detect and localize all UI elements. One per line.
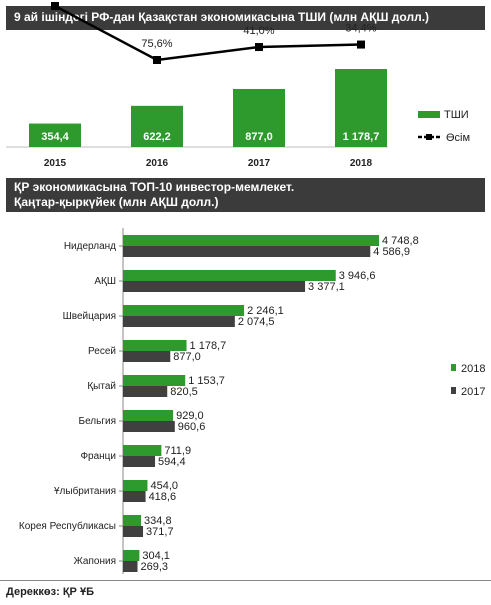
chart2-bar-2018-c6: [123, 410, 174, 421]
chart2-value-2017-c1: 4 586,9: [373, 246, 410, 258]
chart1-x-tick-2016: 2016: [146, 158, 169, 169]
chart2-bar-2017-c2: [123, 281, 306, 292]
chart2-bar-2018-c8: [123, 480, 148, 491]
source-note: Дереккөз: ҚР ҰБ: [6, 586, 94, 598]
chart2-category-label-c3: Швейцария: [63, 311, 116, 322]
chart2-bar-2018-c3: [123, 305, 245, 316]
chart1-legend-label-bars: ТШИ: [444, 109, 469, 121]
chart1-x-tick-2017: 2017: [248, 158, 271, 169]
chart2-value-2018-c8: 454,0: [150, 480, 178, 492]
chart1-bar-label-2017: 877,0: [245, 131, 273, 143]
chart2-category-label-c4: Ресей: [88, 346, 116, 357]
chart2-bar-2018-c2: [123, 270, 336, 281]
chart2-title-line2: Қаңтар-қыркүйек (млн АҚШ долл.): [14, 195, 219, 209]
chart2-category-label-c5: Қытай: [87, 381, 116, 392]
chart2-value-2017-c10: 269,3: [141, 561, 169, 573]
chart1-bar-label-2016: 622,2: [143, 131, 171, 143]
chart2-bar-2018-c10: [123, 550, 140, 561]
chart1-bar-2017: [233, 88, 285, 147]
chart2-category-label-c10: Жапония: [74, 556, 116, 567]
chart2-bar-2018-c4: [123, 340, 187, 351]
chart2-bar-2017-c1: [123, 246, 371, 257]
chart1-legend-marker-line: [426, 134, 432, 140]
chart1-growth-label-2018: 34,4%: [345, 23, 376, 35]
chart1-growth-label-2016: 75,6%: [141, 38, 172, 50]
chart2-value-2017-c3: 2 074,5: [238, 316, 275, 328]
chart2-category-label-c2: АҚШ: [94, 276, 116, 287]
chart1-bar-2015: [29, 123, 81, 147]
chart2-legend-label-2017: 2017: [461, 386, 485, 398]
chart2-value-2018-c5: 1 153,7: [188, 375, 225, 387]
chart1-bar-label-2018: 1 178,7: [343, 131, 380, 143]
chart2-value-2018-c10: 304,1: [142, 550, 170, 562]
chart2-category-label-c9: Корея Республикасы: [19, 520, 116, 532]
chart2-bar-2018-c1: [123, 235, 379, 246]
chart2-bar-2018-c9: [123, 515, 142, 526]
chart2-bar-2017-c4: [123, 351, 171, 362]
chart2-category-label-c1: Нидерланд: [64, 241, 116, 252]
chart1-bar-2016: [131, 105, 183, 147]
chart2-title-line1: ҚР экономикасына ТОП-10 инвестор-мемлеке…: [14, 180, 295, 194]
chart2-legend-label-2018: 2018: [461, 363, 485, 375]
chart2-legend-swatch-2017: [451, 387, 456, 394]
chart2-value-2018-c9: 334,8: [144, 515, 172, 527]
chart2-value-2018-c7: 711,9: [164, 445, 191, 457]
chart1-growth-marker-2017: [255, 43, 263, 52]
chart2-bar-2017-c8: [123, 491, 146, 502]
chart1-bar-2018: [335, 69, 387, 147]
chart2-bar-2017-c3: [123, 316, 235, 327]
chart2-value-2018-c2: 3 946,6: [339, 270, 376, 282]
chart2-bar-2017-c6: [123, 421, 175, 432]
chart1-legend-label-line: Өсім: [446, 132, 470, 144]
chart2-plot: Нидерланд 4 748,84 586,9 АҚШ 3 946,63 377,1…: [19, 228, 485, 574]
chart1-legend-swatch-bars: [418, 111, 440, 118]
chart1-growth-line: [54, 4, 362, 62]
chart2-category-label-c8: Ұлыбритания: [54, 485, 116, 497]
chart1-growth-marker-2018: [357, 40, 365, 49]
chart1-growth-marker-2016: [153, 56, 161, 64]
chart2-value-2018-c4: 1 178,7: [190, 340, 227, 352]
chart1-growth-label-2017: 41,0%: [243, 25, 274, 37]
chart2-value-2017-c2: 3 377,1: [308, 281, 345, 293]
chart2-bar-2018-c5: [123, 375, 186, 386]
chart2-value-2017-c7: 594,4: [158, 456, 186, 468]
chart2-bar-2017-c9: [123, 526, 144, 537]
chart1-growth-marker-2015: [51, 2, 59, 10]
chart1-x-tick-2015: 2015: [44, 158, 67, 169]
chart2-bar-2017-c5: [123, 386, 168, 397]
chart1-x-tick-2018: 2018: [350, 158, 373, 169]
source-divider: [0, 580, 491, 581]
chart2-value-2017-c9: 371,7: [146, 526, 174, 538]
chart2-bar-2017-c10: [123, 561, 138, 572]
chart2-title: ҚР экономикасына ТОП-10 инвестор-мемлеке…: [6, 178, 485, 212]
chart1-bar-label-2015: 354,4: [41, 131, 69, 143]
chart2-legend-swatch-2018: [451, 364, 456, 371]
chart2-value-2017-c8: 418,6: [149, 491, 177, 503]
chart2-value-2017-c4: 877,0: [173, 351, 201, 363]
chart2-bar-2017-c7: [123, 456, 156, 467]
chart2-bar-2018-c7: [123, 445, 162, 456]
chart2-value-2018-c6: 929,0: [176, 410, 204, 422]
chart1-title: 9 ай ішіндегі РФ-дан Қазақстан экономика…: [6, 6, 485, 30]
chart2-value-2018-c3: 2 246,1: [247, 305, 284, 317]
chart2-category-label-c7: Франци: [80, 451, 116, 462]
chart2-category-label-c6: Бельгия: [79, 416, 117, 427]
chart2-value-2017-c6: 960,6: [178, 421, 206, 433]
chart2-value-2018-c1: 4 748,8: [382, 235, 419, 247]
chart2-value-2017-c5: 820,5: [170, 386, 198, 398]
